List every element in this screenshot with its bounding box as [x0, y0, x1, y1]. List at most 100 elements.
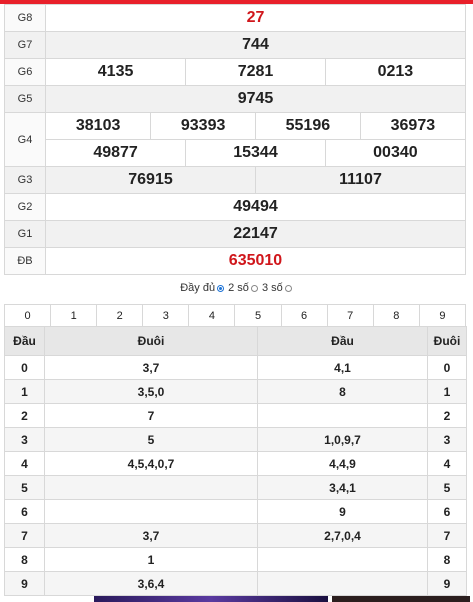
head-tail-dau: 1	[4, 379, 45, 404]
digit-filter-item[interactable]: 6	[280, 304, 328, 327]
head-tail-table: Đầu Đuôi Đầu Đuôi 0 3,7 4,1 0 1 3,5,0 8 1 2 7 2 3 5 1…	[4, 326, 467, 596]
prize-g6-number: 7281	[185, 59, 326, 85]
head-tail-duoi: 5	[44, 427, 258, 452]
option-three-label: 3 số	[261, 282, 283, 294]
head-tail-row: 0 3,7 4,1 0	[4, 355, 467, 380]
head-tail-duoi2: 5	[427, 475, 467, 500]
head-tail-dau2: 2,7,0,4	[257, 523, 428, 548]
digit-filter-item[interactable]: 8	[372, 304, 420, 327]
digit-filter-item[interactable]: 4	[188, 304, 236, 327]
header-duoi-2: Đuôi	[427, 326, 467, 356]
head-tail-duoi: 3,7	[44, 523, 258, 548]
digit-filter-item[interactable]: 5	[234, 304, 282, 327]
prize-g8-number: 27	[45, 4, 466, 32]
head-tail-duoi: 3,5,0	[44, 379, 258, 404]
prize-g3-number: 76915	[128, 171, 173, 188]
radio-two[interactable]	[250, 284, 258, 292]
prize-g6-number: 4135	[97, 63, 134, 80]
head-tail-duoi2: 4	[427, 451, 467, 476]
ad-banner[interactable]	[94, 596, 328, 602]
head-tail-row: 9 3,6,4 9	[4, 571, 467, 596]
digit-filter-item[interactable]: 3	[142, 304, 190, 327]
prize-g3-number: 11107	[255, 167, 465, 193]
prize-label-g4: G4	[4, 112, 46, 167]
prize-g5-number: 9745	[45, 85, 466, 113]
head-tail-dau2: 3,4,1	[257, 475, 428, 500]
head-tail-row: 5 3,4,1 5	[4, 475, 467, 500]
ad-banner[interactable]	[332, 596, 470, 602]
head-tail-duoi: 3,6,4	[44, 571, 258, 596]
prize-g2-number: 49494	[45, 193, 466, 221]
prize-g3-cell: 76915 11107	[45, 166, 466, 194]
digit-filter: 0 1 2 3 4 5 6 7 8 9	[3, 304, 467, 327]
head-tail-dau: 6	[4, 499, 45, 524]
results-table: G8 27 G7 744 G6 4135 7281 0213 G5 9745 G…	[4, 4, 466, 275]
prize-g4-number: 93393	[150, 113, 256, 140]
head-tail-dau: 7	[4, 523, 45, 548]
prize-label-special: ĐB	[4, 247, 46, 275]
prize-label-g2: G2	[4, 193, 46, 221]
prize-g4-number: 15344	[185, 140, 326, 166]
radio-full[interactable]	[217, 284, 225, 292]
prize-g4-number: 49877	[93, 144, 138, 161]
prize-g4-number: 38103	[75, 117, 121, 134]
head-tail-duoi2: 8	[427, 547, 467, 572]
digit-filter-item[interactable]: 9	[418, 304, 467, 327]
prize-special-number: 635010	[45, 247, 466, 275]
radio-three[interactable]	[284, 284, 292, 292]
head-tail-row: 3 5 1,0,9,7 3	[4, 427, 467, 452]
head-tail-duoi: 4,5,4,0,7	[44, 451, 258, 476]
head-tail-dau: 5	[4, 475, 45, 500]
head-tail-dau2	[257, 547, 428, 572]
head-tail-duoi	[44, 499, 258, 524]
digit-filter-item[interactable]: 1	[50, 304, 98, 327]
head-tail-duoi: 1	[44, 547, 258, 572]
prize-label-g7: G7	[4, 31, 46, 59]
head-tail-dau: 9	[4, 571, 45, 596]
header-duoi: Đuôi	[44, 326, 258, 356]
head-tail-dau2: 1,0,9,7	[257, 427, 428, 452]
prize-g4-number: 55196	[255, 113, 361, 140]
prize-g1-number: 22147	[45, 220, 466, 248]
prize-label-g8: G8	[4, 4, 46, 32]
prize-g6-cell: 4135 7281 0213	[45, 58, 466, 86]
digit-filter-item[interactable]: 2	[96, 304, 144, 327]
digit-filter-item[interactable]: 0	[3, 304, 52, 327]
head-tail-row: 4 4,5,4,0,7 4,4,9 4	[4, 451, 467, 476]
head-tail-duoi2: 9	[427, 571, 467, 596]
prize-g4-number: 36973	[359, 113, 465, 140]
head-tail-dau: 8	[4, 547, 45, 572]
prize-g4-number: 00340	[324, 140, 465, 166]
prize-label-g3: G3	[4, 166, 46, 194]
head-tail-duoi2: 3	[427, 427, 467, 452]
head-tail-duoi: 7	[44, 403, 258, 428]
head-tail-duoi2: 6	[427, 499, 467, 524]
top-accent-bar	[0, 0, 473, 4]
head-tail-duoi2: 7	[427, 523, 467, 548]
digit-filter-item[interactable]: 7	[326, 304, 374, 327]
head-tail-duoi2: 2	[427, 403, 467, 428]
head-tail-dau2	[257, 571, 428, 596]
prize-label-g5: G5	[4, 85, 46, 113]
head-tail-dau: 0	[4, 355, 45, 380]
head-tail-dau2	[257, 403, 428, 428]
prize-g7-number: 744	[45, 31, 466, 59]
head-tail-row: 1 3,5,0 8 1	[4, 379, 467, 404]
head-tail-row: 7 3,7 2,7,0,4 7	[4, 523, 467, 548]
head-tail-dau: 3	[4, 427, 45, 452]
head-tail-dau: 4	[4, 451, 45, 476]
option-two-label: 2 số	[228, 282, 249, 294]
header-dau: Đầu	[4, 326, 45, 356]
display-options: Đầy đủ 2 số 3 số	[0, 282, 473, 294]
head-tail-dau: 2	[4, 403, 45, 428]
head-tail-dau2: 4,1	[257, 355, 428, 380]
head-tail-dau2: 4,4,9	[257, 451, 428, 476]
head-tail-dau2: 9	[257, 499, 428, 524]
option-full-label: Đầy đủ	[180, 282, 216, 294]
head-tail-dau2: 8	[257, 379, 428, 404]
head-tail-duoi: 3,7	[44, 355, 258, 380]
head-tail-duoi2: 1	[427, 379, 467, 404]
